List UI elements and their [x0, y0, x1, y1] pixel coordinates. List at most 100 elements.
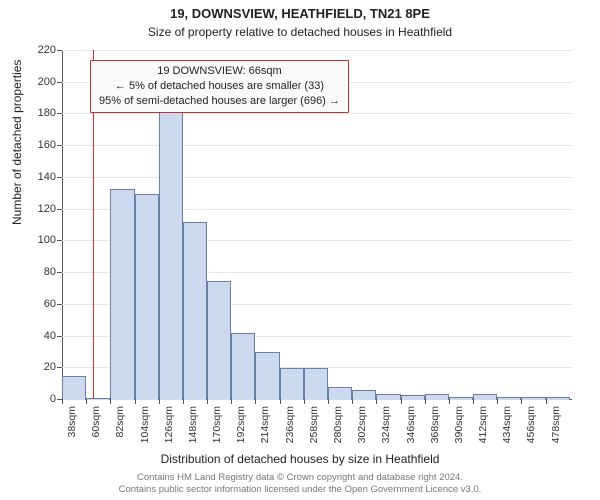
- xtick-label: 214sqm: [259, 406, 271, 443]
- xtick-label: 412sqm: [477, 406, 489, 443]
- xtick-mark: [255, 399, 256, 404]
- ytick-label: 180: [0, 107, 56, 119]
- xtick-mark: [376, 399, 377, 404]
- ytick-label: 40: [0, 330, 56, 342]
- footer-line-1: Contains HM Land Registry data © Crown c…: [0, 472, 600, 484]
- xtick-label: 38sqm: [66, 406, 78, 438]
- annotation-callout: 19 DOWNSVIEW: 66sqm ← 5% of detached hou…: [90, 60, 349, 113]
- gridline: [62, 177, 572, 178]
- ytick-mark: [57, 177, 62, 178]
- xtick-mark: [110, 399, 111, 404]
- xtick-mark: [352, 399, 353, 404]
- ytick-mark: [57, 336, 62, 337]
- histogram-bar: [473, 394, 497, 400]
- histogram-bar: [304, 368, 328, 400]
- ytick-mark: [57, 304, 62, 305]
- ytick-label: 60: [0, 298, 56, 310]
- annotation-line-1: 19 DOWNSVIEW: 66sqm: [99, 64, 340, 79]
- histogram-bar: [280, 368, 304, 400]
- gridline: [62, 50, 572, 51]
- xtick-mark: [546, 399, 547, 404]
- xtick-label: 302sqm: [356, 406, 368, 443]
- xtick-label: 170sqm: [211, 406, 223, 443]
- footer-line-2: Contains public sector information licen…: [0, 484, 600, 496]
- xtick-label: 280sqm: [332, 406, 344, 443]
- xtick-label: 478sqm: [550, 406, 562, 443]
- histogram-bar: [449, 397, 473, 400]
- ytick-label: 80: [0, 266, 56, 278]
- histogram-bar: [86, 398, 110, 400]
- xtick-mark: [449, 399, 450, 404]
- xtick-label: 148sqm: [187, 406, 199, 443]
- histogram-bar: [231, 333, 255, 400]
- ytick-label: 220: [0, 44, 56, 56]
- ytick-mark: [57, 82, 62, 83]
- ytick-mark: [57, 50, 62, 51]
- histogram-bar: [546, 397, 570, 400]
- ytick-mark: [57, 272, 62, 273]
- xtick-label: 390sqm: [453, 406, 465, 443]
- xtick-label: 82sqm: [114, 406, 126, 438]
- xtick-label: 192sqm: [235, 406, 247, 443]
- histogram-bar: [521, 397, 545, 400]
- xtick-mark: [401, 399, 402, 404]
- xtick-mark: [304, 399, 305, 404]
- xtick-mark: [231, 399, 232, 404]
- histogram-bar: [207, 281, 231, 400]
- xtick-mark: [62, 399, 63, 404]
- xtick-mark: [159, 399, 160, 404]
- page-title: 19, DOWNSVIEW, HEATHFIELD, TN21 8PE: [0, 0, 600, 23]
- histogram-bar: [159, 110, 183, 400]
- ytick-label: 120: [0, 203, 56, 215]
- xtick-label: 368sqm: [429, 406, 441, 443]
- histogram-bar: [425, 394, 449, 400]
- annotation-line-2: ← 5% of detached houses are smaller (33): [99, 79, 340, 94]
- xtick-mark: [183, 399, 184, 404]
- xtick-mark: [280, 399, 281, 404]
- histogram-bar: [328, 387, 352, 400]
- xtick-mark: [135, 399, 136, 404]
- xtick-label: 104sqm: [139, 406, 151, 443]
- xtick-mark: [521, 399, 522, 404]
- ytick-mark: [57, 209, 62, 210]
- xtick-label: 324sqm: [380, 406, 392, 443]
- xtick-label: 346sqm: [405, 406, 417, 443]
- ytick-mark: [57, 367, 62, 368]
- histogram-bar: [352, 390, 376, 400]
- xtick-mark: [497, 399, 498, 404]
- ytick-mark: [57, 113, 62, 114]
- xtick-mark: [86, 399, 87, 404]
- histogram-bar: [376, 394, 400, 400]
- ytick-label: 0: [0, 393, 56, 405]
- xtick-label: 434sqm: [501, 406, 513, 443]
- xtick-mark: [328, 399, 329, 404]
- ytick-label: 140: [0, 171, 56, 183]
- xtick-label: 258sqm: [308, 406, 320, 443]
- histogram-bar: [135, 194, 159, 400]
- histogram-bar: [110, 189, 134, 400]
- gridline: [62, 145, 572, 146]
- ytick-label: 160: [0, 139, 56, 151]
- ytick-label: 20: [0, 361, 56, 373]
- xtick-mark: [425, 399, 426, 404]
- ytick-mark: [57, 240, 62, 241]
- xtick-label: 126sqm: [163, 406, 175, 443]
- xtick-mark: [473, 399, 474, 404]
- page-subtitle: Size of property relative to detached ho…: [0, 23, 600, 39]
- xtick-label: 456sqm: [525, 406, 537, 443]
- histogram-chart: 19 DOWNSVIEW: 66sqm ← 5% of detached hou…: [62, 50, 572, 400]
- xtick-label: 60sqm: [90, 406, 102, 438]
- ytick-label: 200: [0, 76, 56, 88]
- histogram-bar: [255, 352, 279, 400]
- annotation-line-3: 95% of semi-detached houses are larger (…: [99, 94, 340, 109]
- xtick-mark: [207, 399, 208, 404]
- histogram-bar: [401, 395, 425, 400]
- ytick-label: 100: [0, 234, 56, 246]
- histogram-bar: [183, 222, 207, 400]
- xtick-label: 236sqm: [284, 406, 296, 443]
- attribution-footer: Contains HM Land Registry data © Crown c…: [0, 472, 600, 496]
- histogram-bar: [497, 397, 521, 400]
- x-axis-label: Distribution of detached houses by size …: [0, 452, 600, 466]
- ytick-mark: [57, 145, 62, 146]
- histogram-bar: [62, 376, 86, 400]
